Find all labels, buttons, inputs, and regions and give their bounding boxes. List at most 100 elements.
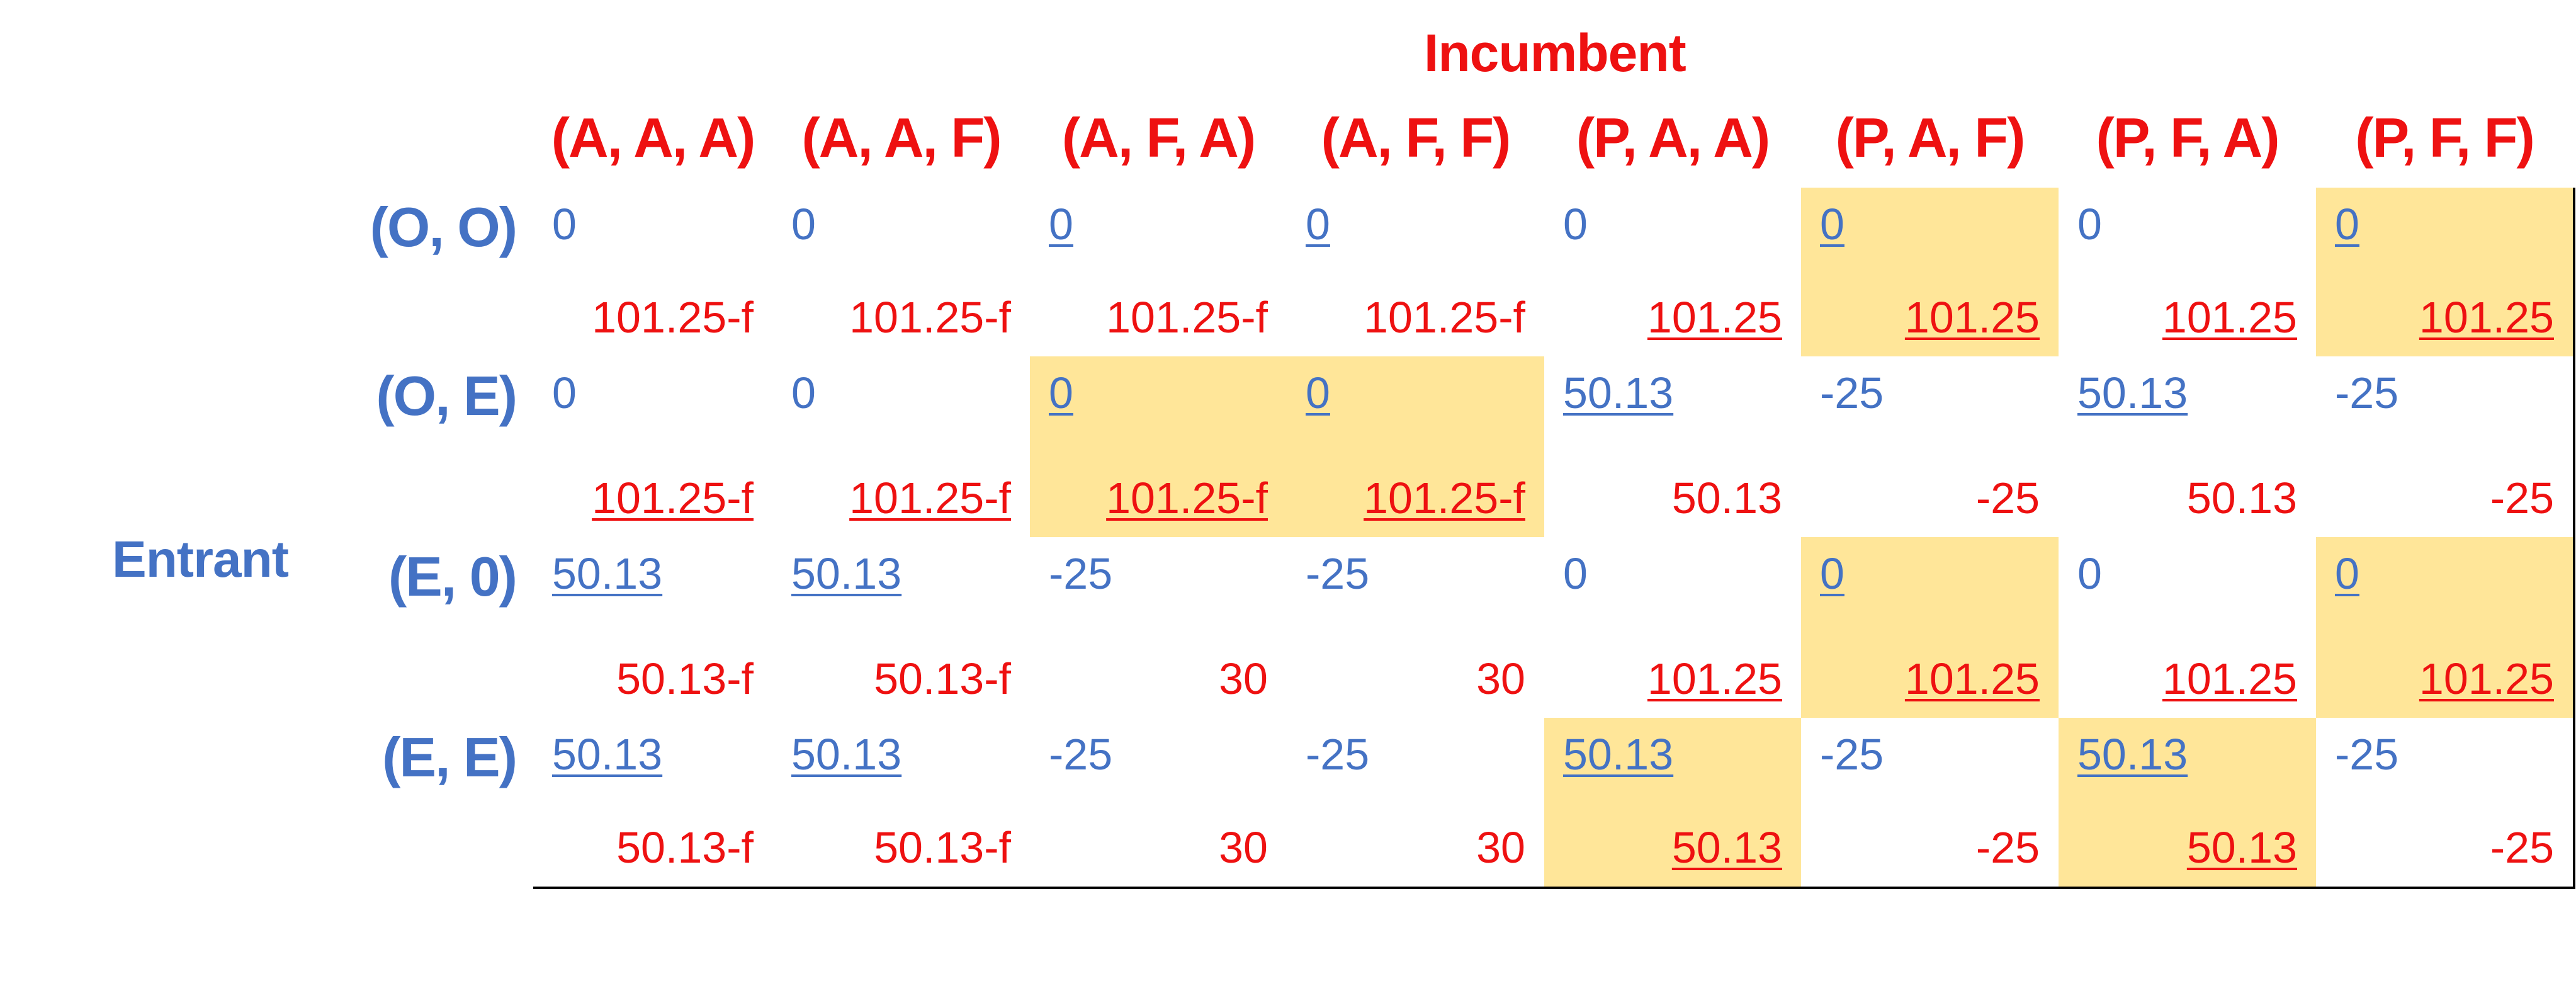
payoff-cell: 0 101.25-f xyxy=(1030,188,1289,359)
incumbent-payoff: 101.25 xyxy=(1647,654,1782,703)
incumbent-payoff: 101.25-f xyxy=(1106,293,1268,342)
payoff-cell: 50.13 50.13 xyxy=(1544,356,1804,540)
entrant-payoff: 0 xyxy=(2077,200,2102,249)
entrant-payoff: 0 xyxy=(1049,368,1073,417)
incumbent-payoff: 101.25 xyxy=(1647,293,1782,342)
incumbent-payoff: 50.13-f xyxy=(616,654,754,703)
incumbent-payoff: 101.25-f xyxy=(1364,473,1525,523)
incumbent-title: Incumbent xyxy=(1424,23,1686,82)
entrant-payoff: -25 xyxy=(1820,368,1884,417)
incumbent-payoff: 50.13 xyxy=(2186,823,2297,872)
incumbent-payoff: 101.25-f xyxy=(1364,293,1525,342)
entrant-payoff: -25 xyxy=(2335,730,2399,779)
entrant-payoff: 50.13 xyxy=(2077,368,2188,417)
incumbent-payoff: 101.25 xyxy=(1904,654,2040,703)
payoff-cell: -25 30 xyxy=(1287,537,1547,720)
entrant-payoff: 50.13 xyxy=(1563,368,1674,417)
column-header: (P, F, F) xyxy=(2355,106,2535,169)
incumbent-payoff: -25 xyxy=(1975,473,2040,523)
incumbent-payoff: 101.25 xyxy=(2419,293,2554,342)
payoff-cell: -25 30 xyxy=(1287,718,1547,889)
entrant-payoff: 50.13 xyxy=(552,730,663,779)
column-header: (P, A, A) xyxy=(1576,106,1770,169)
entrant-payoff: 50.13 xyxy=(791,730,902,779)
payoff-cell: 0 101.25 xyxy=(1801,188,2061,359)
incumbent-payoff: 50.13 xyxy=(1671,823,1782,872)
entrant-payoff: -25 xyxy=(1306,730,1370,779)
incumbent-payoff: 30 xyxy=(1219,823,1268,872)
entrant-label: Entrant xyxy=(112,531,289,588)
incumbent-payoff: 101.25 xyxy=(1904,293,2040,342)
payoff-cell: 0 101.25 xyxy=(2316,188,2575,359)
entrant-payoff: 50.13 xyxy=(552,549,663,598)
incumbent-payoff: 30 xyxy=(1476,823,1525,872)
incumbent-payoff: 101.25-f xyxy=(592,473,754,523)
incumbent-payoff: 101.25-f xyxy=(849,473,1011,523)
incumbent-payoff: 50.13-f xyxy=(616,823,754,872)
payoff-cell: 50.13 50.13-f xyxy=(533,718,775,889)
payoff-cell: 0 101.25-f xyxy=(533,188,775,359)
payoff-cell: 0 101.25-f xyxy=(1030,356,1289,540)
payoff-cell: 0 101.25 xyxy=(1544,537,1804,720)
incumbent-payoff: 50.13-f xyxy=(874,823,1011,872)
row-header: (E, E) xyxy=(382,726,517,788)
incumbent-payoff: 50.13-f xyxy=(874,654,1011,703)
payoff-cell: 0 101.25-f xyxy=(772,188,1032,359)
entrant-payoff: 0 xyxy=(791,200,816,249)
payoff-matrix: 0 101.25-f 0 101.25-f 0 101.25-f 0 101.25-f 0 101… xyxy=(533,188,2575,889)
column-header: (A, F, A) xyxy=(1061,106,1256,169)
payoff-cell: 0 101.25 xyxy=(2316,537,2575,720)
entrant-payoff: 50.13 xyxy=(791,549,902,598)
entrant-payoff: 0 xyxy=(1306,368,1330,417)
payoff-cell: -25 30 xyxy=(1030,537,1289,720)
payoff-cell: 0 101.25-f xyxy=(772,356,1032,540)
entrant-payoff: -25 xyxy=(1049,730,1113,779)
entrant-payoff: -25 xyxy=(1306,549,1370,598)
incumbent-payoff: 101.25 xyxy=(2419,654,2554,703)
payoff-cell: 0 101.25-f xyxy=(1287,188,1547,359)
payoff-cell: 0 101.25-f xyxy=(1287,356,1547,540)
incumbent-payoff: 101.25 xyxy=(2162,654,2297,703)
entrant-payoff: 0 xyxy=(552,200,577,249)
payoff-cell: -25 -25 xyxy=(2316,356,2575,540)
incumbent-payoff: -25 xyxy=(2490,823,2554,872)
incumbent-payoff: 30 xyxy=(1476,654,1525,703)
column-header: (A, F, F) xyxy=(1321,106,1511,169)
entrant-payoff: 0 xyxy=(791,368,816,417)
incumbent-payoff: 101.25-f xyxy=(1106,473,1268,523)
entrant-payoff: 0 xyxy=(552,368,577,417)
row-header: (O, E) xyxy=(376,365,517,427)
payoff-cell: 50.13 50.13 xyxy=(2059,356,2319,540)
entrant-payoff: 0 xyxy=(1049,200,1073,249)
incumbent-payoff: 101.25 xyxy=(2162,293,2297,342)
column-header: (P, F, A) xyxy=(2096,106,2279,169)
incumbent-payoff: 101.25-f xyxy=(849,293,1011,342)
entrant-payoff: -25 xyxy=(1049,549,1113,598)
payoff-cell: 50.13 50.13-f xyxy=(772,537,1032,720)
payoff-cell: 50.13 50.13-f xyxy=(772,718,1032,889)
entrant-payoff: 50.13 xyxy=(2077,730,2188,779)
entrant-payoff: 0 xyxy=(2077,549,2102,598)
payoff-cell: 0 101.25 xyxy=(2059,188,2319,359)
entrant-payoff: -25 xyxy=(1820,730,1884,779)
column-header: (A, A, A) xyxy=(551,106,756,169)
payoff-cell: -25 -25 xyxy=(1801,356,2061,540)
column-header: (A, A, F) xyxy=(801,106,1002,169)
entrant-payoff: 0 xyxy=(1820,200,1844,249)
payoff-cell: 0 101.25-f xyxy=(533,356,775,540)
entrant-payoff: -25 xyxy=(2335,368,2399,417)
entrant-payoff: 0 xyxy=(2335,200,2359,249)
entrant-payoff: 0 xyxy=(1820,549,1844,598)
payoff-cell: 50.13 50.13 xyxy=(2059,718,2319,889)
row-header: (O, O) xyxy=(370,196,517,258)
payoff-cell: 50.13 50.13 xyxy=(1544,718,1804,889)
payoff-cell: 50.13 50.13-f xyxy=(533,537,775,720)
incumbent-payoff: 50.13 xyxy=(2186,473,2297,523)
payoff-cell: -25 -25 xyxy=(2316,718,2575,889)
incumbent-payoff: 30 xyxy=(1219,654,1268,703)
column-header: (P, A, F) xyxy=(1835,106,2026,169)
payoff-cell: 0 101.25 xyxy=(2059,537,2319,720)
entrant-payoff: 50.13 xyxy=(1563,730,1674,779)
incumbent-payoff: 101.25-f xyxy=(592,293,754,342)
entrant-payoff: 0 xyxy=(1563,549,1588,598)
